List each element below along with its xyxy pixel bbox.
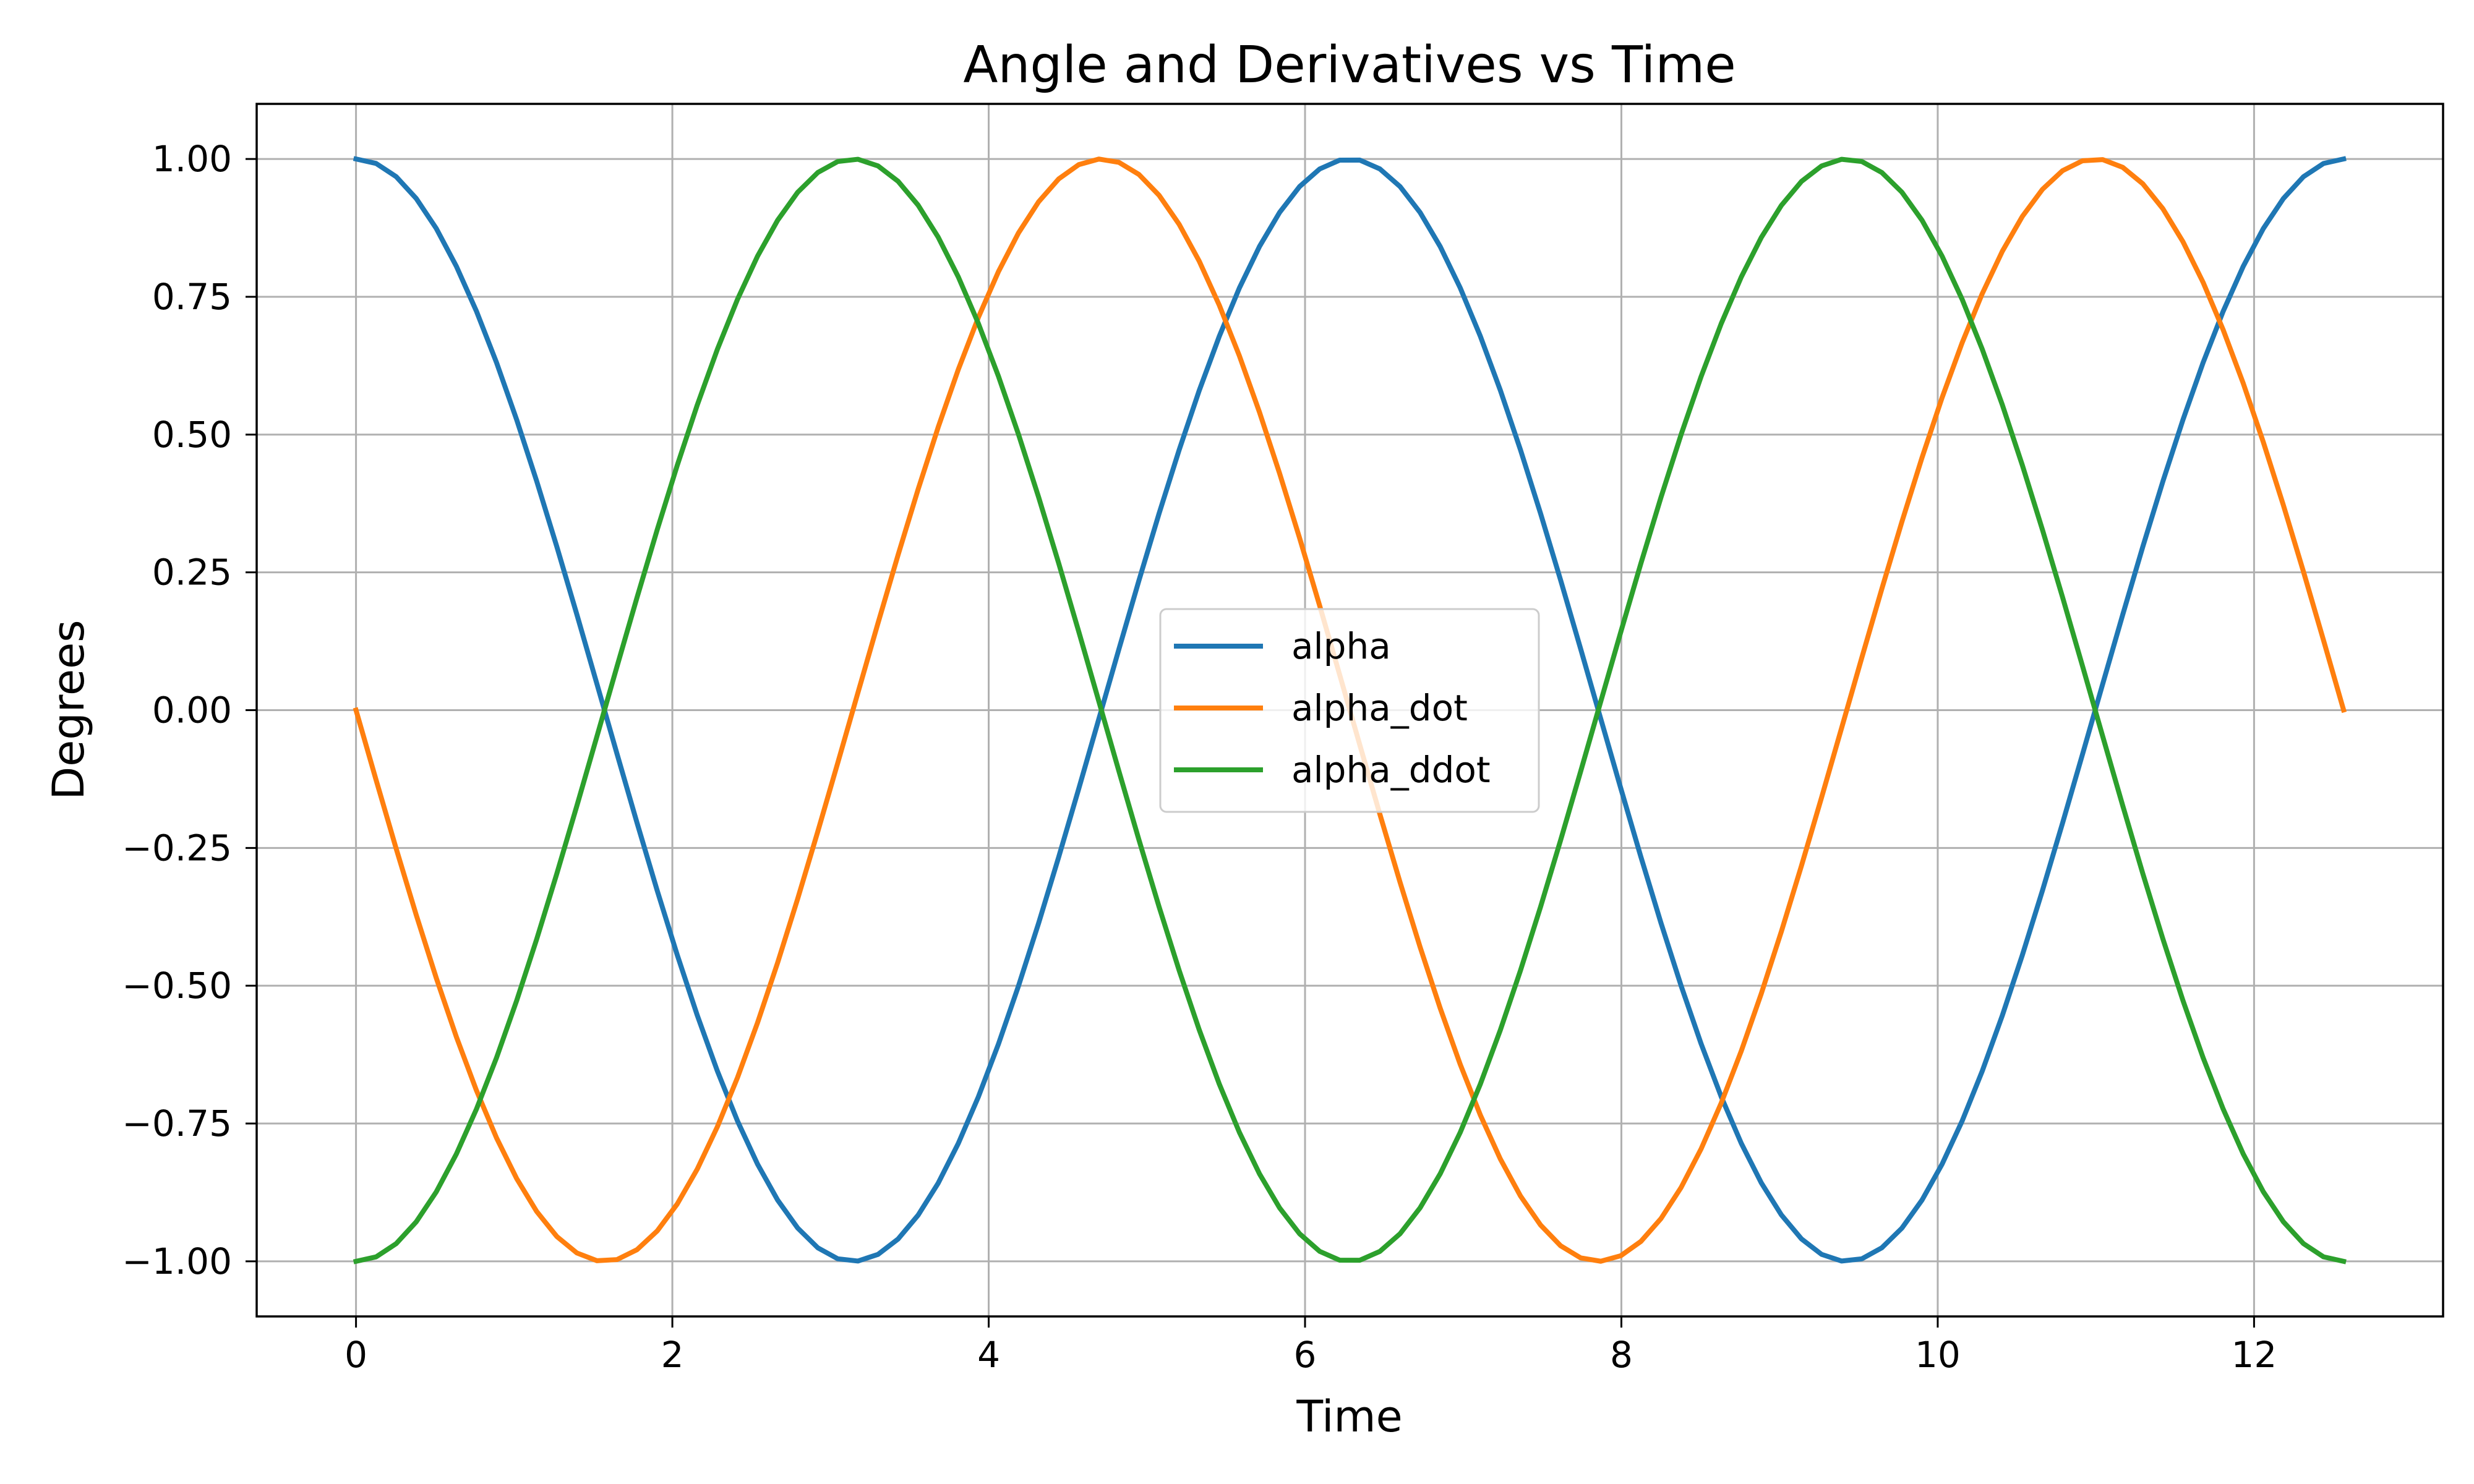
legend-box (1159, 608, 1540, 813)
y-tick-label: −0.75 (122, 1102, 232, 1145)
legend-label-alpha: alpha (1291, 625, 1391, 667)
x-tick-label: 0 (345, 1334, 367, 1376)
x-tick-label: 12 (2231, 1334, 2277, 1376)
y-tick-label: −0.25 (122, 827, 232, 869)
x-axis-label: Time (1296, 1391, 1402, 1442)
y-tick-label: 1.00 (152, 138, 232, 180)
x-tick-label: 6 (1294, 1334, 1317, 1376)
y-tick-label: 0.00 (152, 689, 232, 731)
series-line-alpha (353, 156, 2347, 1264)
legend-label-alpha-ddot: alpha_ddot (1291, 749, 1491, 791)
y-tick-label: 0.50 (152, 414, 232, 456)
legend-items: alpha alpha_dot alpha_ddot (1174, 625, 1491, 791)
y-tick-label: 0.25 (152, 552, 232, 594)
x-tick-label: 8 (1610, 1334, 1633, 1376)
chart-title: Angle and Derivatives vs Time (963, 36, 1736, 95)
y-tick-label: −1.00 (122, 1240, 232, 1282)
y-tick-label: −0.50 (122, 965, 232, 1007)
series-line-alpha-ddot (353, 156, 2347, 1264)
y-axis-label: Degrees (43, 620, 94, 800)
x-tick-label: 2 (661, 1334, 684, 1376)
grid-lines (257, 104, 2443, 1316)
x-tick-label: 4 (977, 1334, 1000, 1376)
y-tick-label: 0.75 (152, 276, 232, 318)
axis-ticks: 0 2 4 6 8 10 12 1.00 0.75 0.50 0.25 0.00 −0.25 −0.50 −… (122, 138, 2277, 1376)
legend-label-alpha-dot: alpha_dot (1291, 687, 1468, 729)
x-tick-label: 10 (1915, 1334, 1961, 1376)
legend: alpha alpha_dot alpha_ddot (1159, 608, 1540, 813)
